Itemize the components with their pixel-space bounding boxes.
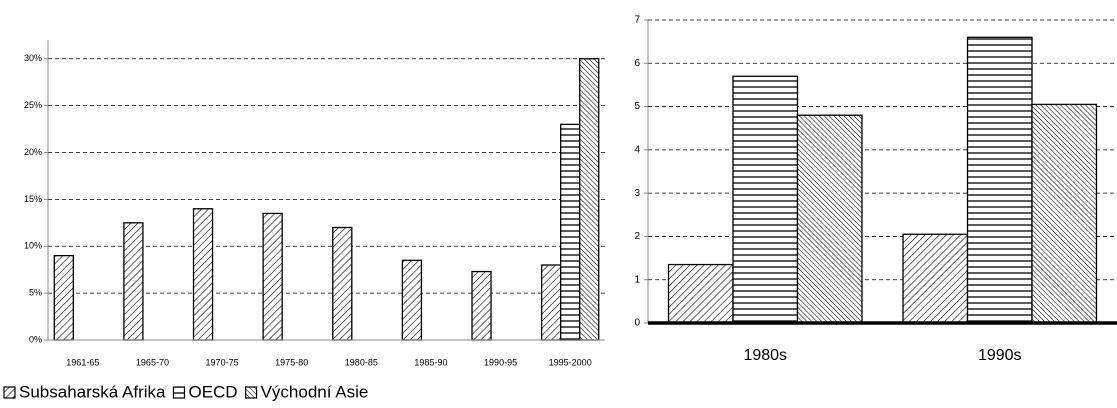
legend-label: OECD — [188, 382, 237, 401]
bar — [123, 222, 144, 341]
y-tick-label: 30% — [24, 53, 42, 63]
y-tick-label: 0 — [634, 318, 640, 329]
bar — [796, 114, 863, 324]
y-tick-label: 10% — [24, 241, 42, 251]
y-tick-label: 5% — [29, 288, 42, 298]
x-tick-label: 1961-65 — [66, 357, 99, 367]
bar — [966, 36, 1033, 324]
legend-swatch — [3, 386, 16, 399]
bar — [1031, 103, 1098, 324]
y-tick-label: 4 — [634, 144, 640, 155]
x-tick-label: 1975-80 — [275, 357, 308, 367]
y-tick-label: 5 — [634, 101, 640, 112]
y-tick-label: 0% — [29, 334, 42, 344]
bar — [667, 263, 734, 324]
x-tick-label: 1980s — [743, 347, 787, 364]
bar — [902, 233, 969, 324]
x-tick-label: 1990-95 — [484, 357, 517, 367]
legend-label: Východní Asie — [261, 382, 369, 401]
y-tick-label: 3 — [634, 188, 640, 199]
y-tick-label: 1 — [634, 274, 640, 285]
y-tick-label: 15% — [24, 194, 42, 204]
legend-label: Subsaharská Afrika — [19, 382, 166, 401]
bar — [192, 208, 214, 341]
legend-swatch — [244, 386, 258, 399]
bar — [540, 264, 562, 341]
bar — [732, 75, 799, 324]
x-tick-label: 1990s — [978, 347, 1022, 364]
x-tick-label: 1980-85 — [345, 357, 378, 367]
bar — [579, 58, 600, 341]
bar — [262, 212, 283, 341]
bar — [53, 254, 74, 341]
bar — [332, 226, 353, 341]
y-tick-label: 20% — [24, 147, 42, 157]
bar — [401, 259, 423, 341]
x-tick-label: 1965-70 — [136, 357, 169, 367]
legend-swatch — [172, 386, 186, 399]
x-tick-label: 1970-75 — [206, 357, 239, 367]
y-tick-label: 25% — [24, 100, 42, 110]
y-tick-label: 2 — [634, 231, 640, 242]
x-tick-label: 1995-2000 — [549, 357, 592, 367]
y-tick-label: 6 — [634, 58, 640, 69]
bar — [560, 123, 581, 341]
legend: Subsaharská Afrika OECD Východní Asie — [3, 382, 369, 401]
x-tick-label: 1985-90 — [414, 357, 447, 367]
bar — [471, 270, 492, 341]
y-tick-label: 7 — [634, 15, 640, 26]
